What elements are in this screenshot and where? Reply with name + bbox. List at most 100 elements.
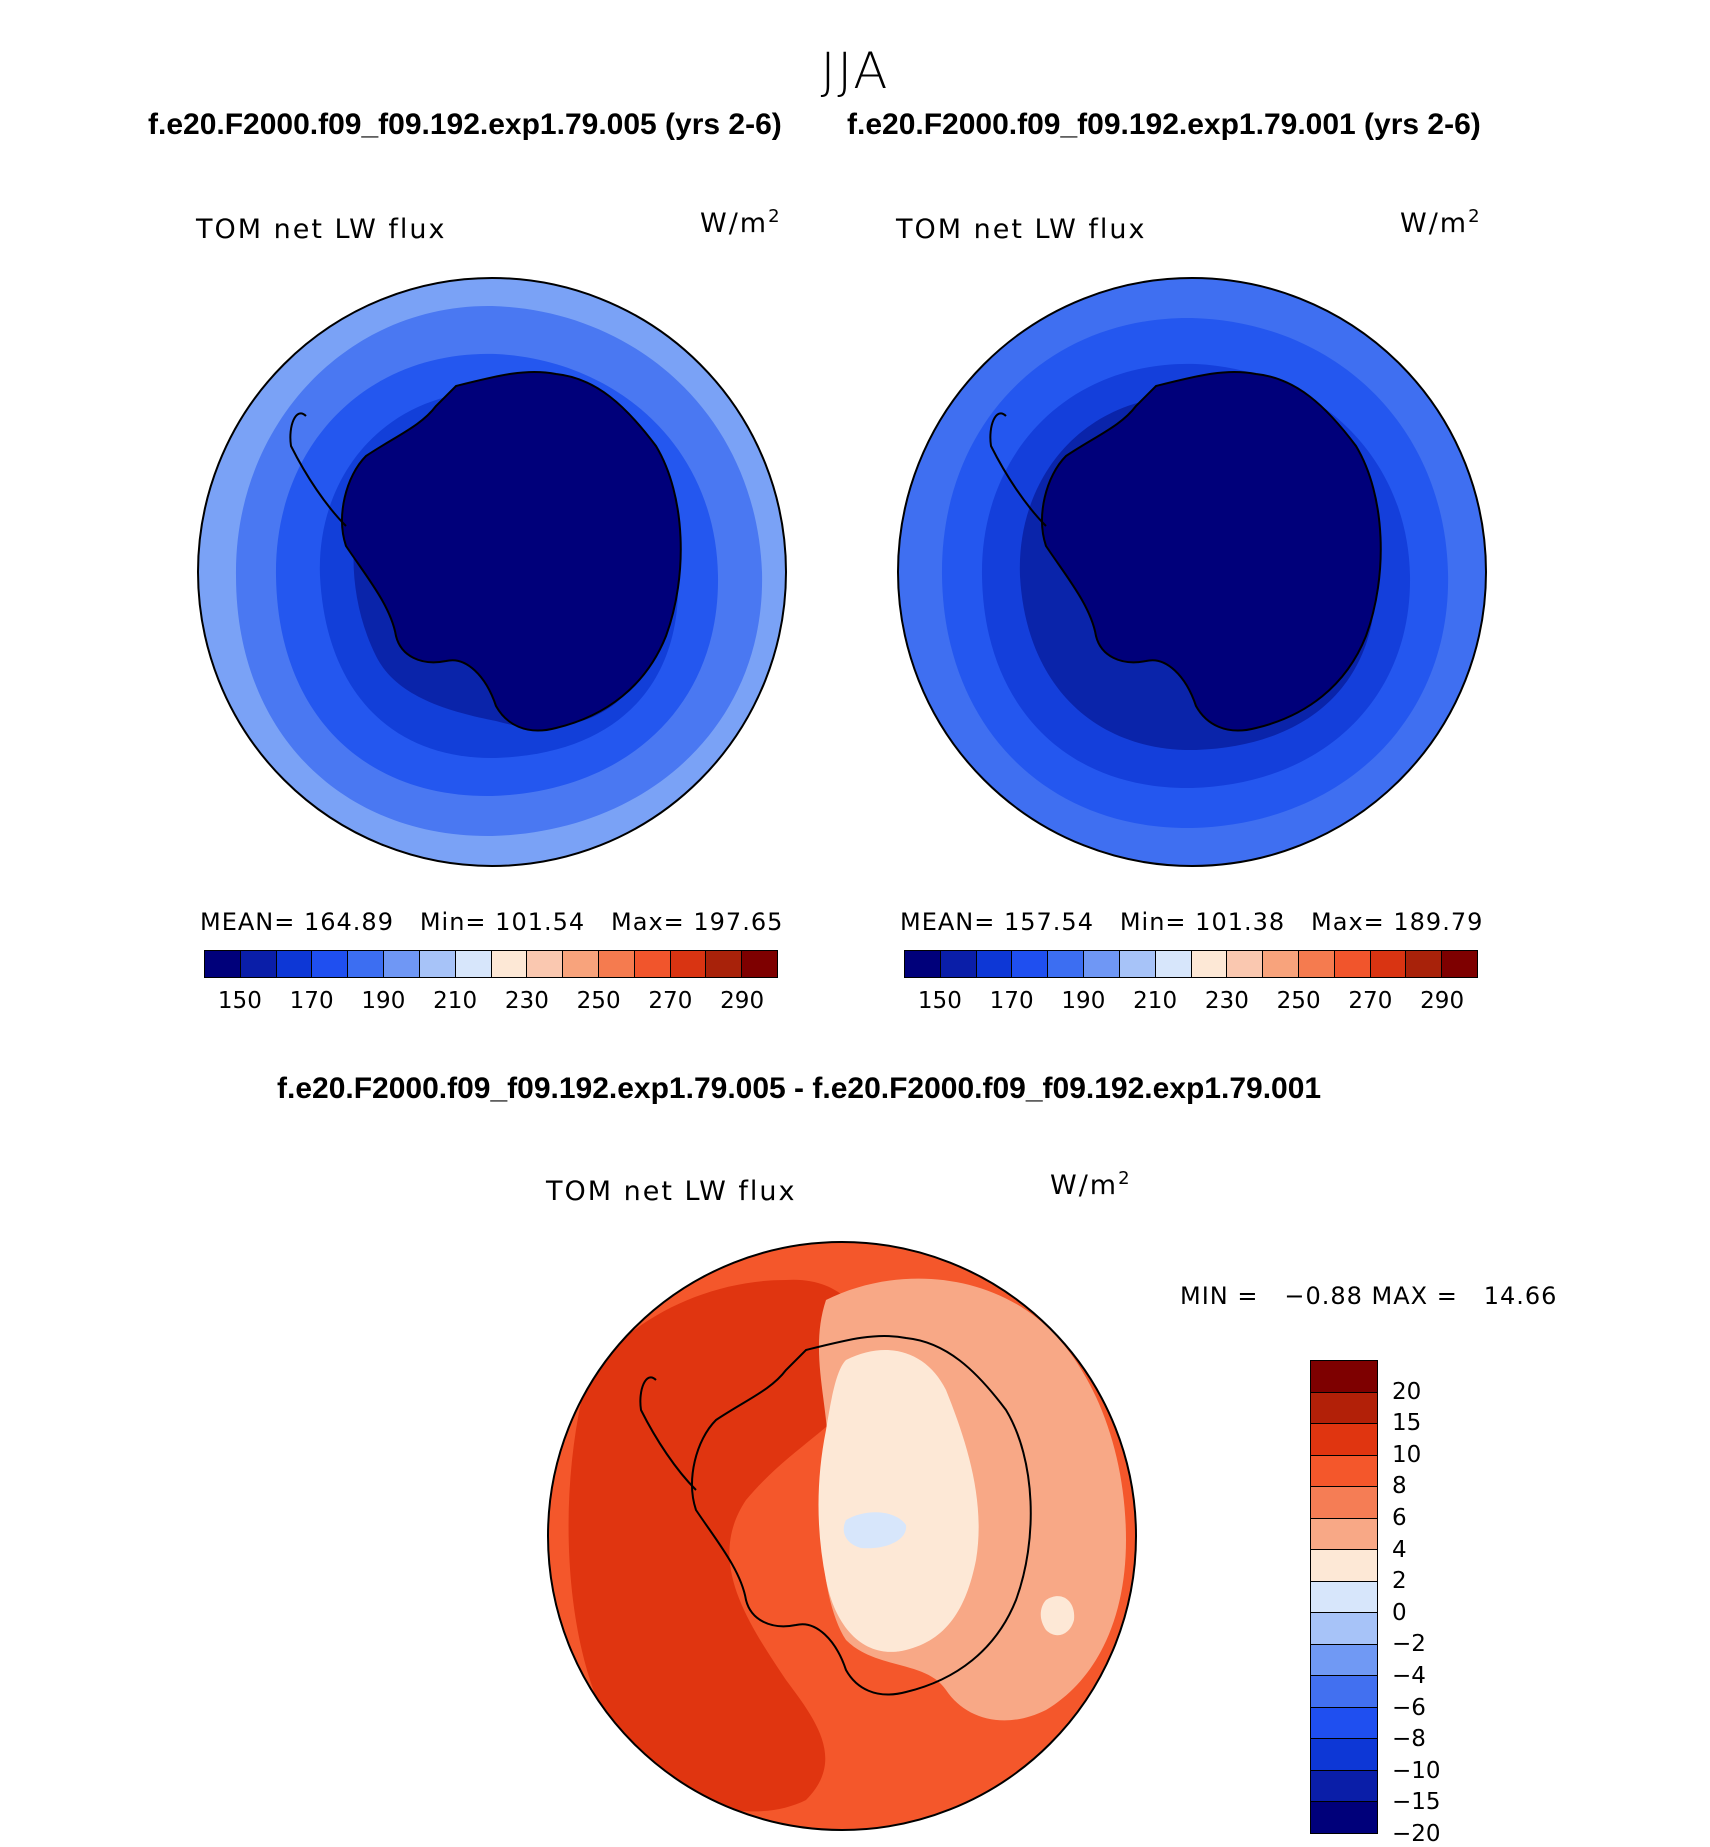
- diff-colorbar-tick-label: 10: [1392, 1441, 1422, 1468]
- diff-colorbar-tick-label: −20: [1392, 1821, 1441, 1847]
- left-colorbar-ticks: 150 170 190 210 230 250 270 290: [204, 988, 778, 1018]
- right-antarctica-core: [1042, 371, 1381, 731]
- diff-contour-center: [818, 1350, 979, 1652]
- right-run-title: f.e20.F2000.f09_f09.192.exp1.79.001 (yrs…: [847, 108, 1481, 141]
- left-colorbar-tick-label: 290: [720, 988, 765, 1014]
- left-colorbar-tick-label: 150: [217, 988, 262, 1014]
- right-colorbar-swatch: [1191, 951, 1228, 977]
- left-antarctica-core: [342, 371, 681, 731]
- diff-colorbar-tick-label: −10: [1392, 1757, 1441, 1784]
- right-colorbar-swatch: [1155, 951, 1192, 977]
- diff-colorbar-tick-label: 6: [1392, 1505, 1407, 1531]
- left-colorbar-swatch: [706, 951, 743, 977]
- right-colorbar-swatch: [1012, 951, 1049, 977]
- diff-colorbar-tick-label: 20: [1392, 1378, 1422, 1405]
- right-colorbar-swatch: [1263, 951, 1299, 977]
- left-colorbar-swatch: [491, 951, 528, 977]
- diff-colorbar: [1310, 1360, 1378, 1834]
- right-colorbar-swatch: [1227, 951, 1264, 977]
- right-variable-label: TOM net LW flux: [896, 214, 1147, 245]
- left-peninsula-coastline: [289, 412, 347, 527]
- diff-variable-label: TOM net LW flux: [546, 1176, 797, 1207]
- diff-colorbar-swatch: [1311, 1581, 1377, 1614]
- left-colorbar-swatch: [312, 951, 349, 977]
- diff-colorbar-tick-label: −8: [1392, 1726, 1426, 1753]
- left-colorbar-swatch: [598, 951, 635, 977]
- right-colorbar-swatch: [905, 951, 941, 977]
- left-run-title: f.e20.F2000.f09_f09.192.exp1.79.005 (yrs…: [148, 108, 782, 141]
- right-colorbar-swatch: [1048, 951, 1085, 977]
- diff-colorbar-swatch: [1311, 1424, 1377, 1456]
- left-colorbar-tick-label: 250: [576, 988, 621, 1014]
- right-units-label: W/m2: [1400, 206, 1482, 239]
- left-colorbar-tick-label: 270: [648, 988, 693, 1014]
- left-colorbar-swatch: [384, 951, 420, 977]
- right-colorbar-tick-label: 170: [989, 988, 1034, 1014]
- right-peninsula-coastline: [989, 412, 1047, 527]
- left-colorbar-swatch: [670, 951, 707, 977]
- season-title: JJA: [820, 42, 890, 100]
- diff-colorbar-tick-label: 2: [1392, 1568, 1407, 1595]
- diff-colorbar-swatch: [1311, 1550, 1377, 1582]
- right-map: [897, 277, 1487, 867]
- diff-colorbar-swatch: [1311, 1676, 1377, 1708]
- diff-colorbar-swatch: [1311, 1487, 1377, 1519]
- diff-contour-small: [1040, 1596, 1075, 1636]
- diff-colorbar-tick-label: 0: [1392, 1599, 1407, 1626]
- right-colorbar-swatch: [1298, 951, 1335, 977]
- left-variable-label: TOM net LW flux: [196, 214, 447, 245]
- right-colorbar-swatch: [1370, 951, 1407, 977]
- left-colorbar-swatch: [240, 951, 277, 977]
- left-map: [197, 277, 787, 867]
- diff-colorbar-swatch: [1311, 1518, 1377, 1551]
- left-colorbar-swatch: [742, 951, 777, 977]
- diff-colorbar-ticks: 20 15 10 8 6 4 2 0 −2 −4 −6 −8 −10 −15 −20: [1392, 1360, 1492, 1847]
- right-colorbar: [904, 950, 1478, 978]
- diff-map-border: [547, 1241, 1137, 1831]
- right-colorbar-tick-label: 270: [1348, 988, 1393, 1014]
- right-colorbar-swatch: [1406, 951, 1443, 977]
- diff-contour-negative: [843, 1512, 907, 1549]
- diff-units-label: W/m2: [1050, 1168, 1132, 1201]
- left-colorbar-swatch: [455, 951, 492, 977]
- left-colorbar-swatch: [348, 951, 385, 977]
- left-colorbar-tick-label: 210: [433, 988, 478, 1014]
- left-colorbar-swatch: [527, 951, 564, 977]
- diff-colorbar-swatch: [1311, 1455, 1377, 1488]
- diff-run-title: f.e20.F2000.f09_f09.192.exp1.79.005 - f.…: [277, 1072, 1322, 1105]
- diff-colorbar-swatch: [1311, 1802, 1377, 1833]
- right-colorbar-swatch: [976, 951, 1013, 977]
- diff-map: [547, 1241, 1137, 1831]
- diff-colorbar-swatch: [1311, 1770, 1377, 1803]
- diff-colorbar-tick-label: −6: [1392, 1694, 1426, 1721]
- left-colorbar-swatch: [634, 951, 671, 977]
- diff-colorbar-tick-label: −4: [1392, 1663, 1426, 1689]
- diff-colorbar-swatch: [1311, 1361, 1377, 1393]
- right-colorbar-tick-label: 210: [1133, 988, 1178, 1014]
- left-map-border: [197, 277, 787, 867]
- diff-colorbar-swatch: [1311, 1707, 1377, 1740]
- left-colorbar-swatch: [563, 951, 599, 977]
- right-map-border: [897, 277, 1487, 867]
- right-colorbar-tick-label: 190: [1061, 988, 1106, 1014]
- left-antarctica-coastline: [341, 370, 682, 732]
- diff-colorbar-swatch: [1311, 1739, 1377, 1771]
- diff-colorbar-swatch: [1311, 1613, 1377, 1645]
- diff-colorbar-tick-label: 8: [1392, 1473, 1407, 1500]
- left-colorbar: [204, 950, 778, 978]
- right-colorbar-tick-label: 230: [1204, 988, 1249, 1014]
- diff-colorbar-tick-label: −2: [1392, 1631, 1426, 1658]
- right-colorbar-swatch: [1334, 951, 1371, 977]
- right-antarctica-coastline: [1041, 370, 1382, 732]
- diff-antarctica-coastline: [691, 1334, 1032, 1696]
- right-colorbar-swatch: [940, 951, 977, 977]
- right-colorbar-tick-label: 290: [1420, 988, 1465, 1014]
- diff-peninsula-coastline: [639, 1376, 697, 1491]
- diff-colorbar-tick-label: −15: [1392, 1789, 1441, 1816]
- right-colorbar-swatch: [1119, 951, 1156, 977]
- left-colorbar-swatch: [205, 951, 241, 977]
- right-colorbar-swatch: [1084, 951, 1120, 977]
- diff-colorbar-tick-label: 4: [1392, 1536, 1407, 1563]
- left-colorbar-tick-label: 190: [361, 988, 406, 1014]
- left-colorbar-swatch: [276, 951, 313, 977]
